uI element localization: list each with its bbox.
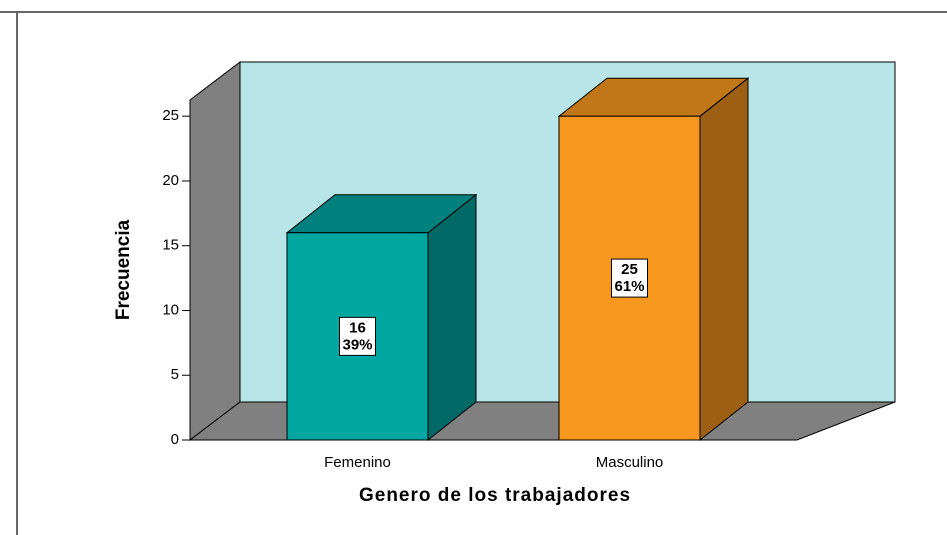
- data-label: 16: [349, 319, 366, 336]
- data-label-box: [339, 316, 376, 356]
- y-tick-label: 20: [162, 172, 179, 189]
- bar-side: [699, 77, 749, 442]
- data-label-percent: 39%: [342, 336, 372, 353]
- data-label: 25: [621, 261, 638, 278]
- y-tick-label: 15: [162, 237, 179, 254]
- y-tick-label: 25: [162, 107, 179, 124]
- y-axis-title: Frecuencia: [113, 219, 134, 320]
- y-tick-label: 10: [162, 301, 179, 318]
- x-tick-label: Femenino: [324, 454, 391, 471]
- data-label-box: [611, 258, 648, 298]
- bar-side: [427, 193, 477, 442]
- x-tick-label: Masculino: [596, 454, 664, 471]
- left-wall: [189, 60, 241, 442]
- y-tick-label: 0: [171, 431, 179, 448]
- y-tick-label: 5: [171, 366, 179, 383]
- data-label-percent: 61%: [614, 278, 644, 295]
- x-axis-title: Genero de los trabajadores: [359, 485, 631, 506]
